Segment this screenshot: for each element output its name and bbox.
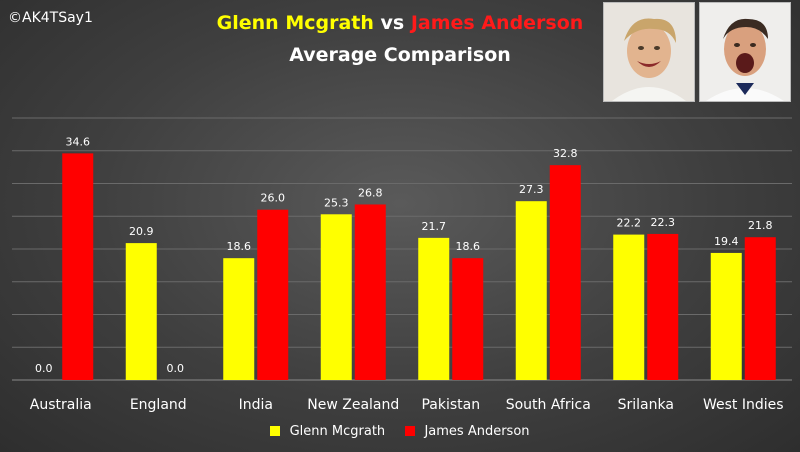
bar-mcgrath [223,258,255,380]
value-label: 34.6 [66,135,91,148]
bar-anderson [744,237,776,380]
value-label: 22.3 [651,216,676,229]
value-label: 19.4 [714,235,739,248]
legend-swatch-anderson [405,426,416,436]
chart-subtitle: Average Comparison [289,44,511,66]
watermark: ©AK4TSay1 [8,10,93,26]
bar-mcgrath [515,201,547,380]
value-label: 26.0 [261,192,286,205]
value-label: 0.0 [167,362,185,375]
mcgrath-photo [603,2,695,102]
x-tick-label: West Indies [703,397,784,413]
value-label: 0.0 [35,362,53,375]
legend-label-anderson: James Anderson [424,424,530,439]
value-label: 21.8 [748,219,773,232]
x-tick-label: Pakistan [421,397,480,413]
x-tick-label: India [239,397,273,413]
x-tick-label: England [130,397,187,413]
x-tick-label: Australia [30,397,92,413]
legend-item-mcgrath: Glenn Mcgrath [270,424,385,439]
bar-mcgrath [418,237,450,380]
legend-swatch-mcgrath [270,426,281,436]
x-tick-label: Srilanka [618,397,674,413]
value-label: 32.8 [553,147,578,160]
bar-mcgrath [320,214,352,380]
bar-anderson [647,233,679,380]
value-label: 25.3 [324,196,349,209]
x-tick-label: New Zealand [307,397,399,413]
value-label: 26.8 [358,186,383,199]
legend: Glenn Mcgrath James Anderson [0,424,800,439]
anderson-photo [699,2,791,102]
bars [62,153,776,380]
value-label: 22.2 [617,217,642,230]
legend-item-anderson: James Anderson [405,424,530,439]
x-axis-labels: Australia England India New Zealand Pakistan… [30,397,784,413]
legend-label-mcgrath: Glenn Mcgrath [289,424,386,439]
title-player1: Glenn Mcgrath [216,12,374,34]
bar-mcgrath [613,234,645,380]
bar-anderson [62,153,94,380]
value-label: 18.6 [456,240,481,253]
value-label: 18.6 [227,240,252,253]
value-labels: 0.0 34.6 20.9 0.0 18.6 26.0 25.3 26.8 21.7 18.6 27… [35,135,773,375]
value-label: 20.9 [129,225,154,238]
title-player2: James Anderson [410,12,584,34]
bar-mcgrath [125,243,157,380]
chart-title: Glenn Mcgrath vs James Anderson [0,12,800,34]
bar-anderson [257,209,289,380]
value-label: 27.3 [519,183,544,196]
title-vs: vs [380,12,405,34]
bar-anderson [452,258,484,380]
value-label: 21.7 [422,220,447,233]
bar-anderson [354,204,386,380]
bar-mcgrath [710,252,742,380]
x-tick-label: South Africa [506,397,591,413]
bar-anderson [549,165,581,380]
